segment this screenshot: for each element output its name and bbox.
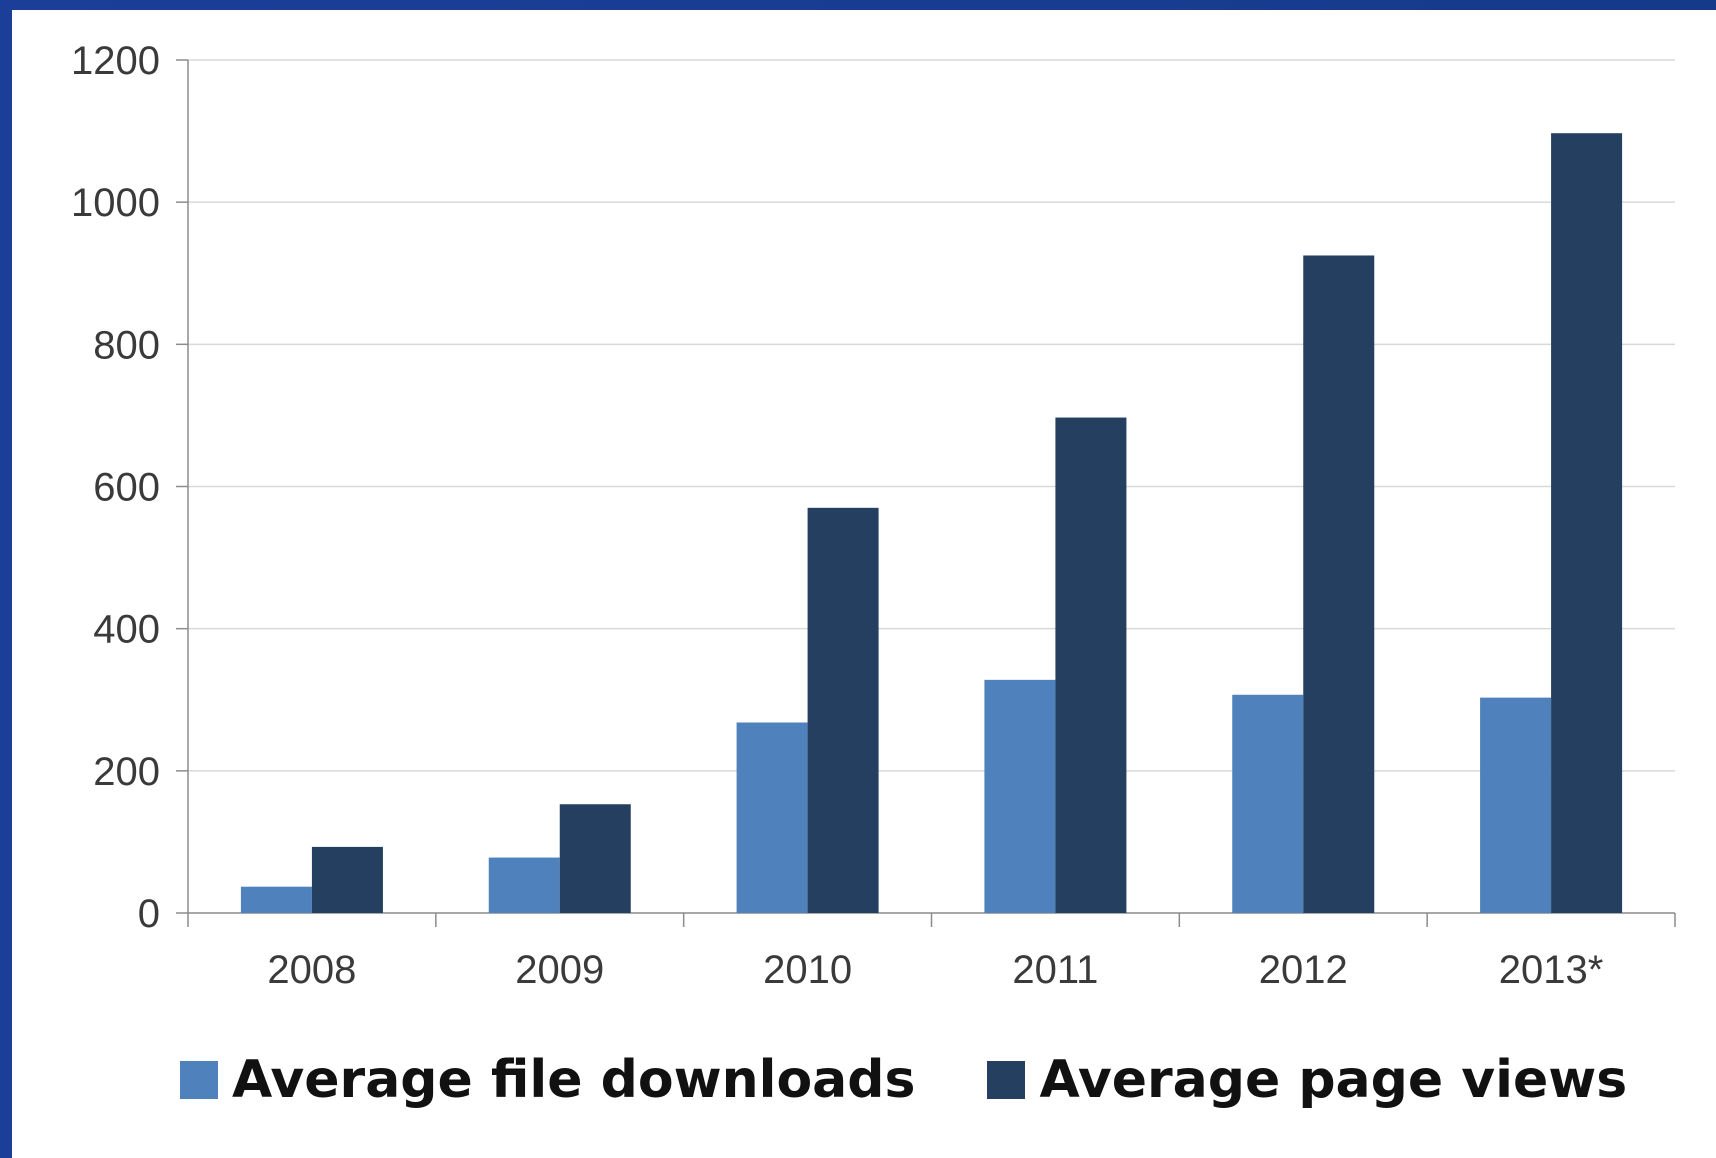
bar-file-downloads: [1480, 697, 1552, 913]
bar-file-downloads: [240, 886, 312, 913]
bar-file-downloads: [984, 679, 1056, 913]
legend-item-downloads: Average file downloads: [180, 1050, 915, 1110]
x-tick-label: 2013*: [1499, 948, 1604, 992]
legend-swatch-downloads: [180, 1061, 218, 1099]
y-tick-label: 0: [138, 892, 160, 936]
x-tick-label: 2011: [1012, 948, 1098, 992]
bar-file-downloads: [488, 857, 560, 913]
bar-chart: 0 200 400 600 800 1000 1200 2008 2009 2010 2011 201…: [71, 39, 1676, 992]
bar-page-views: [1551, 133, 1623, 914]
bar-file-downloads: [736, 722, 808, 913]
bar-page-views: [807, 507, 879, 913]
x-tick-label: 2009: [515, 948, 604, 992]
legend-item-page-views: Average page views: [987, 1050, 1627, 1110]
y-tick-label: 1000: [71, 181, 160, 225]
bar-page-views: [311, 846, 383, 913]
bar-file-downloads: [1232, 694, 1304, 913]
legend: Average file downloads Average page view…: [180, 1050, 1699, 1110]
y-tick-label: 200: [93, 750, 160, 794]
legend-swatch-page-views: [987, 1061, 1026, 1099]
x-tick-label: 2008: [267, 948, 356, 992]
x-tick-label: 2010: [763, 948, 852, 992]
y-tick-label: 400: [93, 608, 160, 652]
y-tick-label: 600: [93, 466, 160, 510]
bar-page-views: [1055, 417, 1127, 913]
legend-label-page-views: Average page views: [1039, 1050, 1628, 1110]
legend-label-downloads: Average file downloads: [232, 1050, 916, 1110]
y-tick-label: 1200: [71, 39, 160, 83]
bar-page-views: [559, 804, 631, 913]
y-tick-label: 800: [93, 323, 160, 367]
x-tick-label: 2012: [1259, 948, 1348, 992]
bar-page-views: [1303, 255, 1375, 913]
